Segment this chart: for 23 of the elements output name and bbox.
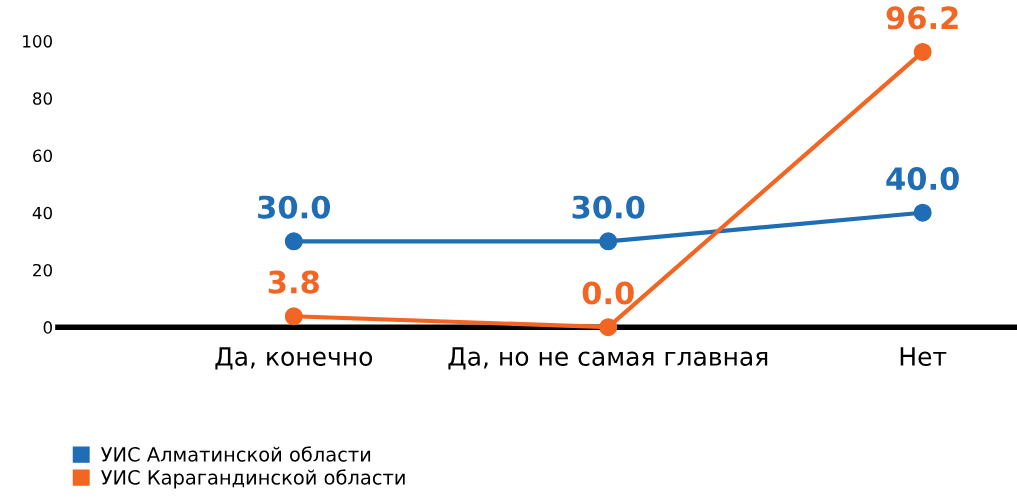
data-label: 0.0 (582, 281, 634, 305)
x-tick-label: Да, но не самая главная (448, 347, 768, 370)
point (599, 318, 618, 337)
x-tick-label: Да, конечно (215, 347, 373, 370)
data-label: 30.0 (258, 195, 331, 219)
point (599, 232, 618, 251)
data-label: 40.0 (886, 167, 959, 191)
legend-label: УИС Карагандинской области (100, 469, 405, 489)
x-tick-label: Нет (900, 347, 947, 366)
y-tick-label: 60 (33, 149, 52, 163)
data-label: 3.8 (268, 270, 319, 294)
point (284, 232, 303, 251)
y-tick-label: 80 (33, 92, 52, 105)
legend-label: УИС Алматинской области (100, 446, 371, 462)
y-tick-label: 0 (43, 321, 52, 334)
y-tick-label: 40 (32, 206, 52, 220)
y-tick-label: 100 (23, 35, 52, 48)
point (913, 42, 932, 61)
data-label: 30.0 (572, 195, 645, 219)
point (284, 307, 303, 326)
y-tick-label: 20 (33, 263, 52, 277)
data-label: 96.2 (886, 6, 958, 30)
point (913, 203, 932, 222)
